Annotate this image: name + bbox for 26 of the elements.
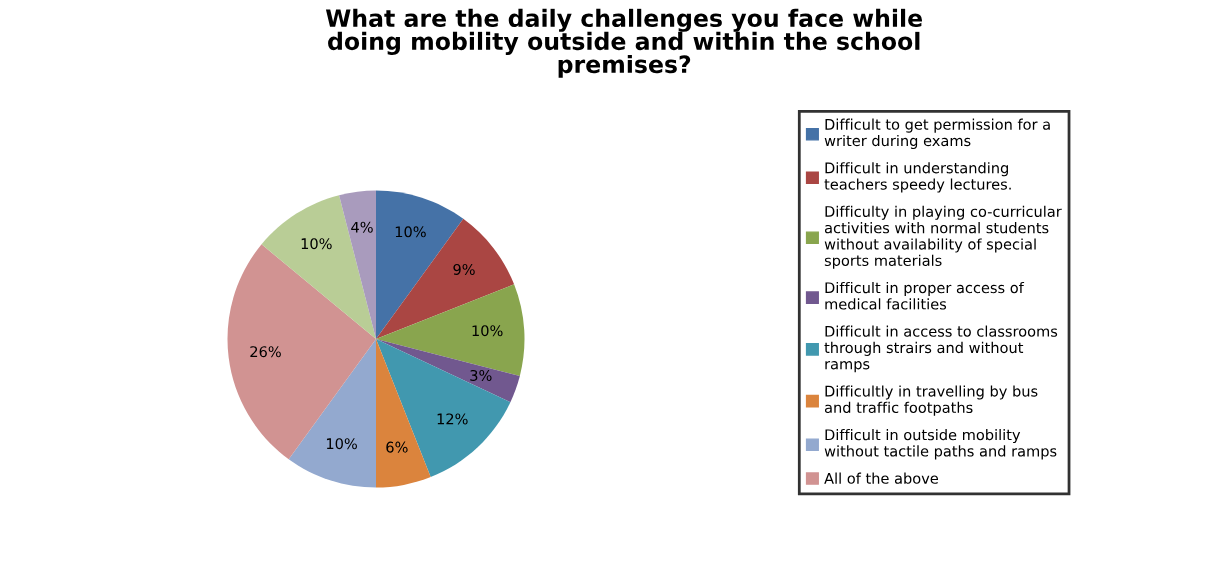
pie-slice <box>288 339 376 488</box>
legend-label: Difficult in access to classrooms through strairs and without ramps <box>824 325 1058 373</box>
data-label: 9% <box>453 263 475 275</box>
data-label: 10% <box>395 226 426 238</box>
pie-slice <box>376 218 515 339</box>
data-label: 10% <box>326 438 357 450</box>
data-label: 12% <box>437 413 468 425</box>
data-label: 3% <box>470 369 492 381</box>
legend-label: Difficult in proper access of medical facilities <box>825 281 1025 310</box>
data-label: 10% <box>472 325 503 337</box>
legend-label: Difficult in understanding teachers speedy lectures. <box>824 162 1011 193</box>
pie-slice <box>376 339 520 403</box>
pie-slice <box>376 339 511 478</box>
legend-label: All of the above <box>824 472 938 484</box>
legend-label: Difficult in outside mobility without tactile paths and ramps <box>824 428 1057 460</box>
pie-slice <box>339 190 376 339</box>
data-label: 26% <box>250 346 281 358</box>
pie-slice <box>376 339 431 488</box>
legend-label: Difficultly in travelling by bus and traffic footpaths <box>824 385 1038 416</box>
chart-title: What are the daily challenges you face while doing mobility outside and within the school premises? <box>325 8 922 78</box>
data-label: 10% <box>301 238 332 250</box>
data-label: 4% <box>351 221 373 233</box>
data-label: 6% <box>386 441 408 453</box>
legend-label: Difficult to get permission for a writer during exams <box>824 118 1050 150</box>
legend-label: Difficulty in playing co-curricular activities with normal students without availability of special sports materials <box>824 205 1062 269</box>
pie-slice <box>261 195 376 339</box>
